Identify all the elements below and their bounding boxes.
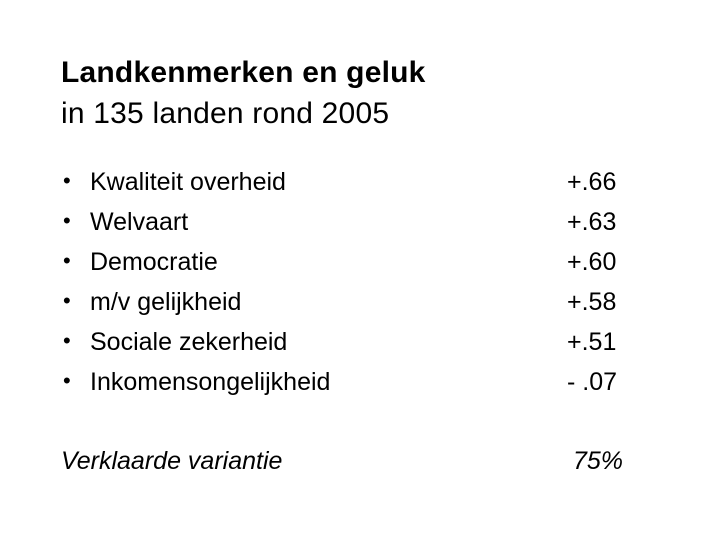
bullet-icon: • (63, 288, 71, 313)
item-value: +.51 (567, 328, 617, 356)
list-item: • Democratie +.60 (61, 242, 681, 282)
correlation-list: • Kwaliteit overheid +.66 • Welvaart +.6… (61, 162, 681, 402)
title-line-1: Landkenmerken en geluk (61, 56, 426, 89)
item-value: +.66 (567, 168, 617, 196)
item-value: +.60 (567, 248, 617, 276)
bullet-icon: • (63, 168, 71, 193)
slide-title: Landkenmerken en geluk in 135 landen ron… (61, 52, 426, 134)
bullet-icon: • (63, 208, 71, 233)
item-label: Democratie (90, 248, 218, 276)
item-label: Kwaliteit overheid (90, 168, 286, 196)
item-value: - .07 (567, 368, 618, 396)
item-value: +.63 (567, 208, 617, 236)
bullet-icon: • (63, 368, 71, 393)
list-item: • m/v gelijkheid +.58 (61, 282, 681, 322)
list-item: • Welvaart +.63 (61, 202, 681, 242)
footer-value: 75% (573, 447, 624, 475)
list-item: • Sociale zekerheid +.51 (61, 322, 681, 362)
bullet-icon: • (63, 328, 71, 353)
list-item: • Kwaliteit overheid +.66 (61, 162, 681, 202)
list-item: • Inkomensongelijkheid - .07 (61, 362, 681, 402)
item-label: Sociale zekerheid (90, 328, 288, 356)
title-line-2: in 135 landen rond 2005 (61, 97, 390, 130)
item-label: m/v gelijkheid (90, 288, 242, 316)
bullet-icon: • (63, 248, 71, 273)
footer-row: Verklaarde variantie 75% (61, 441, 681, 481)
item-label: Welvaart (90, 208, 189, 236)
item-value: +.58 (567, 288, 617, 316)
item-label: Inkomensongelijkheid (90, 368, 331, 396)
footer-label: Verklaarde variantie (61, 447, 283, 475)
